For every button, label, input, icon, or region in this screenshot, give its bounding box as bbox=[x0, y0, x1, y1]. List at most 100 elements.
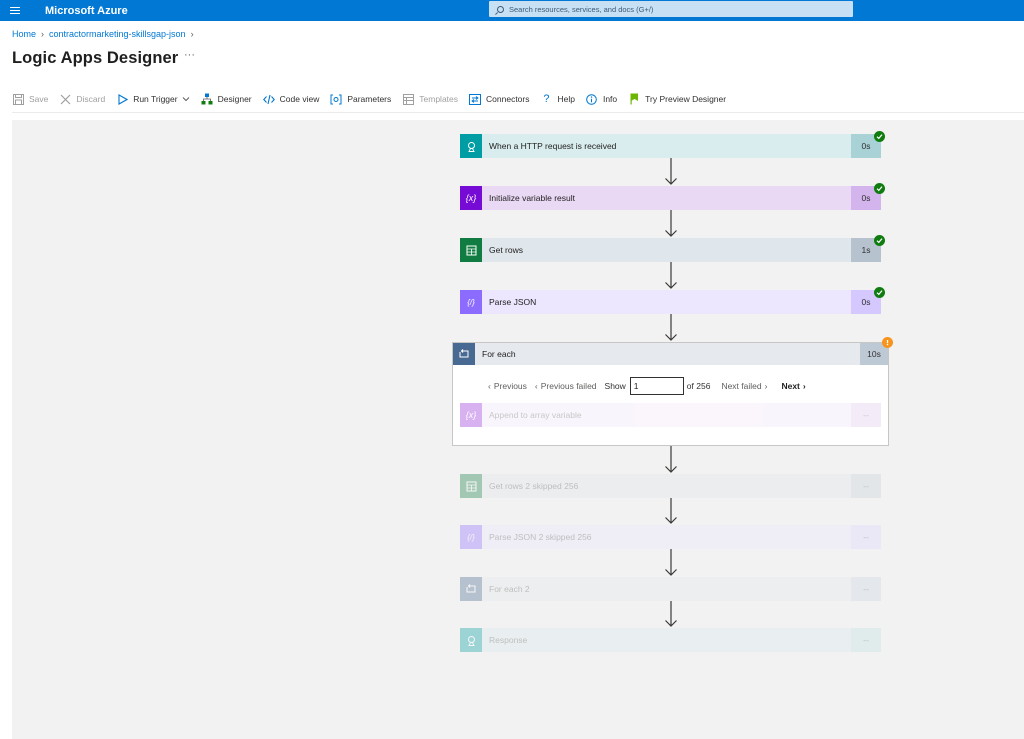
discard-button[interactable]: Discard bbox=[59, 93, 105, 105]
step-label: Initialize variable result bbox=[482, 186, 851, 210]
next-button[interactable]: Next › bbox=[781, 381, 805, 391]
excel-table-icon bbox=[460, 474, 482, 498]
step-duration: -- bbox=[851, 577, 881, 601]
chevron-down-icon[interactable] bbox=[182, 95, 190, 103]
chevron-right-icon: › bbox=[190, 29, 194, 39]
step-label: Get rows 2 skipped 256 bbox=[482, 474, 851, 498]
brand-title[interactable]: Microsoft Azure bbox=[45, 4, 128, 17]
code-view-button[interactable]: Code view bbox=[262, 93, 319, 105]
connector-arrow bbox=[665, 446, 677, 473]
success-check-icon bbox=[874, 183, 885, 194]
page-title: Logic Apps Designer bbox=[12, 49, 179, 67]
previous-label: Previous bbox=[493, 381, 527, 391]
step-label: Append to array variable bbox=[482, 403, 851, 427]
top-bar: Microsoft Azure Search resources, servic… bbox=[0, 0, 1024, 21]
connectors-button[interactable]: Connectors bbox=[469, 93, 529, 105]
iteration-number-input[interactable]: 1 bbox=[629, 377, 684, 395]
toolbar-divider bbox=[12, 112, 1024, 113]
step-duration: -- bbox=[851, 403, 881, 427]
step-response[interactable]: Response -- bbox=[460, 628, 881, 652]
connector-arrow bbox=[665, 314, 677, 341]
foreach-scope[interactable]: For each 10s ‹ Previous ‹ Previous faile… bbox=[452, 342, 889, 446]
foreach-label: For each bbox=[482, 349, 516, 359]
more-options-button[interactable]: ··· bbox=[184, 49, 195, 61]
run-trigger-button[interactable]: Run Trigger bbox=[116, 93, 189, 105]
chevron-right-icon: › bbox=[802, 381, 806, 391]
step-foreach-2[interactable]: For each 2 -- bbox=[460, 577, 881, 601]
designer-button[interactable]: Designer bbox=[201, 93, 252, 105]
variable-icon: {x} bbox=[460, 186, 482, 210]
success-check-icon bbox=[874, 131, 885, 142]
menu-icon[interactable] bbox=[0, 0, 30, 21]
step-initialize-variable[interactable]: {x} Initialize variable result 0s bbox=[460, 186, 881, 210]
save-icon bbox=[12, 93, 24, 105]
connector-arrow bbox=[665, 601, 677, 627]
search-placeholder: Search resources, services, and docs (G+… bbox=[509, 4, 654, 14]
designer-toolbar: Save Discard Run Trigger Designer Code v… bbox=[12, 89, 737, 109]
chevron-right-icon: › bbox=[764, 381, 768, 391]
try-preview-designer-button[interactable]: Try Preview Designer bbox=[628, 93, 726, 105]
save-button[interactable]: Save bbox=[12, 93, 48, 105]
breadcrumb-resource[interactable]: contractormarketing-skillsgap-json bbox=[49, 29, 186, 39]
info-label: Info bbox=[602, 94, 618, 104]
flag-icon bbox=[628, 93, 640, 105]
success-check-icon bbox=[874, 287, 885, 298]
step-duration: -- bbox=[851, 525, 881, 549]
designer-label: Designer bbox=[217, 94, 252, 104]
variable-icon: {x} bbox=[460, 403, 482, 427]
templates-label: Templates bbox=[419, 94, 459, 104]
next-failed-label: Next failed bbox=[721, 381, 762, 391]
global-search-input[interactable]: Search resources, services, and docs (G+… bbox=[489, 1, 853, 17]
loop-icon bbox=[460, 577, 482, 601]
designer-icon bbox=[201, 93, 213, 105]
step-duration: -- bbox=[851, 474, 881, 498]
loop-icon bbox=[453, 343, 475, 365]
step-label: When a HTTP request is received bbox=[482, 134, 851, 158]
connector-arrow bbox=[665, 158, 677, 185]
parameters-icon bbox=[330, 93, 342, 105]
chevron-right-icon: › bbox=[41, 29, 45, 39]
discard-label: Discard bbox=[76, 94, 106, 104]
chevron-left-icon: ‹ bbox=[488, 381, 491, 391]
step-parse-json[interactable]: {/} Parse JSON 0s bbox=[460, 290, 881, 314]
previous-failed-button[interactable]: ‹ Previous failed bbox=[535, 381, 597, 391]
connectors-icon bbox=[469, 93, 482, 105]
try-preview-label: Try Preview Designer bbox=[645, 94, 727, 104]
help-icon: ? bbox=[543, 93, 550, 105]
show-label: Show bbox=[604, 381, 626, 391]
connectors-label: Connectors bbox=[486, 94, 530, 104]
step-append-to-array[interactable]: {x} Append to array variable -- bbox=[460, 403, 881, 427]
step-parse-json-2[interactable]: {/} Parse JSON 2 skipped 256 -- bbox=[460, 525, 881, 549]
breadcrumb-home[interactable]: Home bbox=[12, 29, 37, 39]
foreach-header[interactable]: For each 10s bbox=[453, 343, 888, 365]
step-http-request[interactable]: When a HTTP request is received 0s bbox=[460, 134, 881, 158]
step-get-rows-2[interactable]: Get rows 2 skipped 256 -- bbox=[460, 474, 881, 498]
next-label: Next bbox=[781, 381, 800, 391]
info-button[interactable]: Info bbox=[586, 93, 617, 105]
save-label: Save bbox=[29, 94, 49, 104]
breadcrumb: Home › contractormarketing-skillsgap-jso… bbox=[12, 29, 194, 39]
templates-icon bbox=[402, 93, 414, 105]
foreach-duration: 10s bbox=[860, 343, 888, 365]
http-request-icon bbox=[460, 134, 482, 158]
templates-button[interactable]: Templates bbox=[402, 93, 458, 105]
help-button[interactable]: ? Help bbox=[540, 93, 575, 105]
show-iteration: Show 1 of 256 bbox=[604, 377, 711, 395]
step-get-rows[interactable]: Get rows 1s bbox=[460, 238, 881, 262]
step-duration: -- bbox=[851, 628, 881, 652]
code-icon bbox=[262, 93, 275, 105]
connector-arrow bbox=[665, 210, 677, 237]
search-icon bbox=[497, 5, 504, 13]
iteration-pager: ‹ Previous ‹ Previous failed Show 1 of 2… bbox=[488, 377, 814, 395]
help-label: Help bbox=[557, 94, 575, 104]
next-failed-button[interactable]: Next failed › bbox=[721, 381, 767, 391]
response-icon bbox=[460, 628, 482, 652]
play-icon bbox=[116, 93, 128, 105]
run-trigger-label: Run Trigger bbox=[133, 94, 178, 104]
previous-button[interactable]: ‹ Previous bbox=[488, 381, 527, 391]
parse-json-icon: {/} bbox=[460, 525, 482, 549]
step-label: Parse JSON 2 skipped 256 bbox=[482, 525, 851, 549]
parameters-button[interactable]: Parameters bbox=[330, 93, 391, 105]
connector-arrow bbox=[665, 549, 677, 576]
iteration-total: of 256 bbox=[686, 381, 711, 391]
